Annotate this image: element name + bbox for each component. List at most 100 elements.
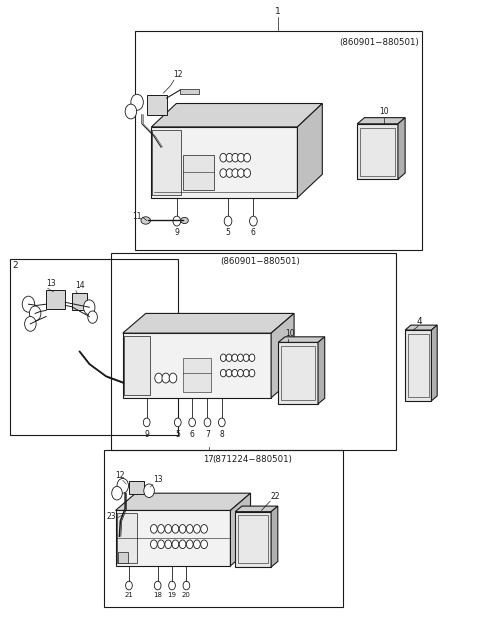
Circle shape — [168, 581, 175, 590]
Circle shape — [224, 216, 232, 226]
Circle shape — [165, 540, 171, 549]
Circle shape — [189, 418, 195, 427]
Circle shape — [144, 418, 150, 427]
Circle shape — [232, 169, 239, 177]
Polygon shape — [432, 325, 437, 401]
Text: 7: 7 — [205, 430, 210, 439]
Circle shape — [243, 370, 249, 377]
Bar — [180, 89, 199, 94]
Bar — [182, 358, 211, 392]
Circle shape — [249, 370, 255, 377]
Ellipse shape — [180, 217, 188, 223]
Circle shape — [174, 418, 181, 427]
Text: 10: 10 — [286, 329, 295, 338]
Circle shape — [169, 373, 177, 383]
Circle shape — [193, 524, 200, 533]
Circle shape — [126, 581, 132, 590]
Bar — [135, 31, 422, 250]
Polygon shape — [271, 506, 278, 567]
Polygon shape — [235, 511, 271, 567]
Bar — [124, 336, 150, 395]
Circle shape — [244, 169, 251, 177]
Circle shape — [226, 354, 232, 362]
Text: 6: 6 — [251, 228, 256, 238]
Circle shape — [238, 370, 243, 377]
Circle shape — [238, 154, 244, 162]
Bar — [360, 128, 395, 175]
Circle shape — [22, 296, 35, 312]
Circle shape — [168, 173, 177, 184]
Circle shape — [165, 524, 171, 533]
Circle shape — [220, 169, 227, 177]
Text: 2: 2 — [12, 261, 18, 270]
Circle shape — [144, 484, 155, 497]
Polygon shape — [318, 337, 324, 404]
Polygon shape — [123, 313, 294, 333]
Circle shape — [161, 173, 170, 184]
Circle shape — [162, 373, 169, 383]
Circle shape — [204, 418, 211, 427]
Bar — [111, 253, 396, 450]
Circle shape — [238, 169, 244, 177]
Polygon shape — [405, 330, 432, 401]
Circle shape — [151, 524, 157, 533]
Text: (860901−880501): (860901−880501) — [220, 257, 300, 266]
Circle shape — [201, 540, 207, 549]
Bar — [118, 552, 128, 563]
Circle shape — [157, 524, 164, 533]
Text: 5: 5 — [226, 228, 230, 238]
Circle shape — [173, 216, 180, 226]
Circle shape — [24, 317, 36, 331]
Circle shape — [220, 370, 226, 377]
Circle shape — [88, 311, 97, 323]
Circle shape — [112, 486, 122, 500]
Circle shape — [84, 300, 95, 315]
Text: (871224−880501): (871224−880501) — [212, 455, 292, 464]
Circle shape — [193, 540, 200, 549]
Circle shape — [232, 354, 238, 362]
Circle shape — [155, 373, 162, 383]
Text: 21: 21 — [124, 592, 133, 598]
Circle shape — [226, 169, 233, 177]
Circle shape — [172, 524, 179, 533]
Bar — [281, 346, 315, 400]
Polygon shape — [271, 313, 294, 398]
Polygon shape — [230, 493, 251, 566]
Polygon shape — [278, 337, 324, 342]
Polygon shape — [116, 510, 230, 566]
Bar — [153, 130, 181, 194]
Circle shape — [157, 540, 164, 549]
Bar — [104, 450, 343, 607]
Text: 17: 17 — [204, 455, 214, 464]
Text: 20: 20 — [182, 592, 191, 598]
Bar — [182, 155, 214, 190]
Circle shape — [125, 104, 137, 119]
Text: 10: 10 — [379, 107, 388, 117]
Circle shape — [232, 154, 239, 162]
Bar — [46, 290, 65, 308]
Bar — [10, 259, 178, 435]
Circle shape — [172, 540, 179, 549]
Circle shape — [238, 354, 243, 362]
Text: 13: 13 — [46, 278, 56, 288]
Text: 9: 9 — [174, 228, 179, 238]
Circle shape — [183, 581, 190, 590]
Circle shape — [29, 306, 41, 321]
Text: 22: 22 — [270, 492, 280, 500]
Circle shape — [179, 540, 186, 549]
Text: 6: 6 — [190, 430, 194, 439]
Polygon shape — [152, 127, 298, 197]
Text: 11: 11 — [132, 212, 142, 221]
Text: 9: 9 — [144, 430, 149, 439]
Circle shape — [244, 154, 251, 162]
Text: 19: 19 — [168, 592, 177, 598]
Text: 12: 12 — [173, 70, 182, 80]
Circle shape — [232, 370, 238, 377]
Circle shape — [186, 524, 193, 533]
Bar — [72, 293, 87, 310]
Circle shape — [250, 216, 257, 226]
Bar — [408, 334, 429, 397]
Circle shape — [151, 540, 157, 549]
Bar — [117, 513, 137, 563]
Polygon shape — [298, 104, 323, 197]
